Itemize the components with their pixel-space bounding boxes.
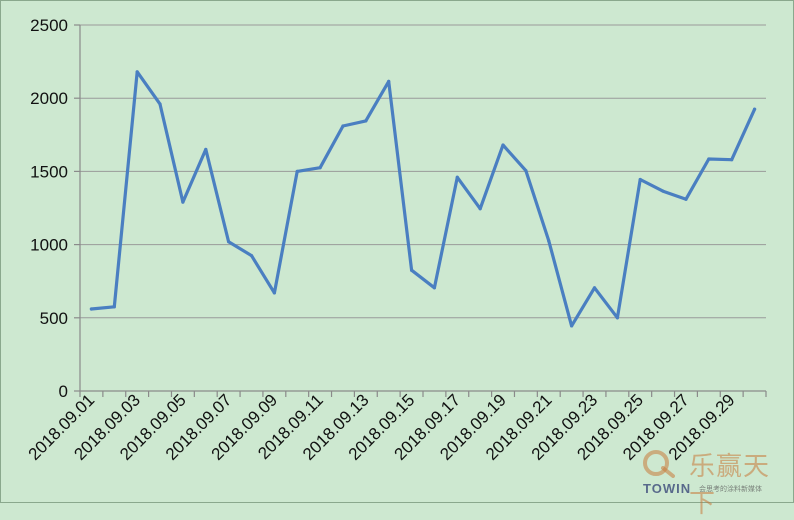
data-point bbox=[501, 143, 505, 147]
data-point bbox=[570, 324, 574, 328]
data-point bbox=[684, 197, 688, 201]
data-point bbox=[89, 307, 94, 311]
data-point bbox=[112, 305, 116, 309]
data-point bbox=[158, 102, 162, 106]
series-layer bbox=[89, 70, 757, 328]
y-tick-label: 500 bbox=[40, 309, 68, 328]
data-point bbox=[135, 70, 139, 74]
data-point bbox=[341, 124, 345, 128]
data-point bbox=[227, 240, 231, 244]
series-line bbox=[89, 70, 757, 328]
data-point bbox=[661, 189, 665, 193]
y-tick-label: 2500 bbox=[30, 16, 68, 35]
data-point bbox=[387, 79, 391, 83]
data-point bbox=[524, 169, 528, 173]
data-point bbox=[752, 107, 757, 111]
data-point bbox=[638, 177, 642, 182]
data-point bbox=[455, 175, 459, 179]
data-point bbox=[707, 157, 711, 161]
data-point bbox=[318, 166, 322, 170]
watermark-tagline: 会思考的涂料新媒体 bbox=[699, 486, 762, 493]
towin-logo-icon bbox=[643, 450, 675, 478]
data-point bbox=[432, 286, 437, 290]
data-point bbox=[409, 268, 414, 272]
data-point bbox=[592, 286, 597, 290]
data-point bbox=[730, 158, 734, 162]
data-point bbox=[181, 200, 185, 204]
data-point bbox=[272, 291, 276, 295]
data-point bbox=[249, 253, 254, 258]
data-point bbox=[547, 239, 551, 243]
watermark: 乐赢天下 TOWIN 会思考的涂料新媒体 bbox=[637, 442, 787, 519]
data-point bbox=[204, 147, 208, 152]
y-tick-label: 0 bbox=[59, 382, 68, 401]
y-tick-label: 1000 bbox=[30, 236, 68, 255]
gridlines bbox=[80, 24, 766, 319]
axes bbox=[79, 25, 766, 392]
y-tick-label: 2000 bbox=[30, 89, 68, 108]
y-tick-label: 1500 bbox=[30, 162, 68, 181]
y-axis-ticks: 0 500 1000 1500 2000 2500 bbox=[30, 16, 80, 401]
data-point bbox=[478, 207, 482, 211]
data-point bbox=[615, 316, 619, 320]
watermark-logo-text: 乐赢天下 bbox=[689, 452, 771, 519]
data-point bbox=[295, 169, 299, 173]
watermark-brand: TOWIN bbox=[643, 481, 692, 496]
data-point bbox=[364, 119, 368, 123]
